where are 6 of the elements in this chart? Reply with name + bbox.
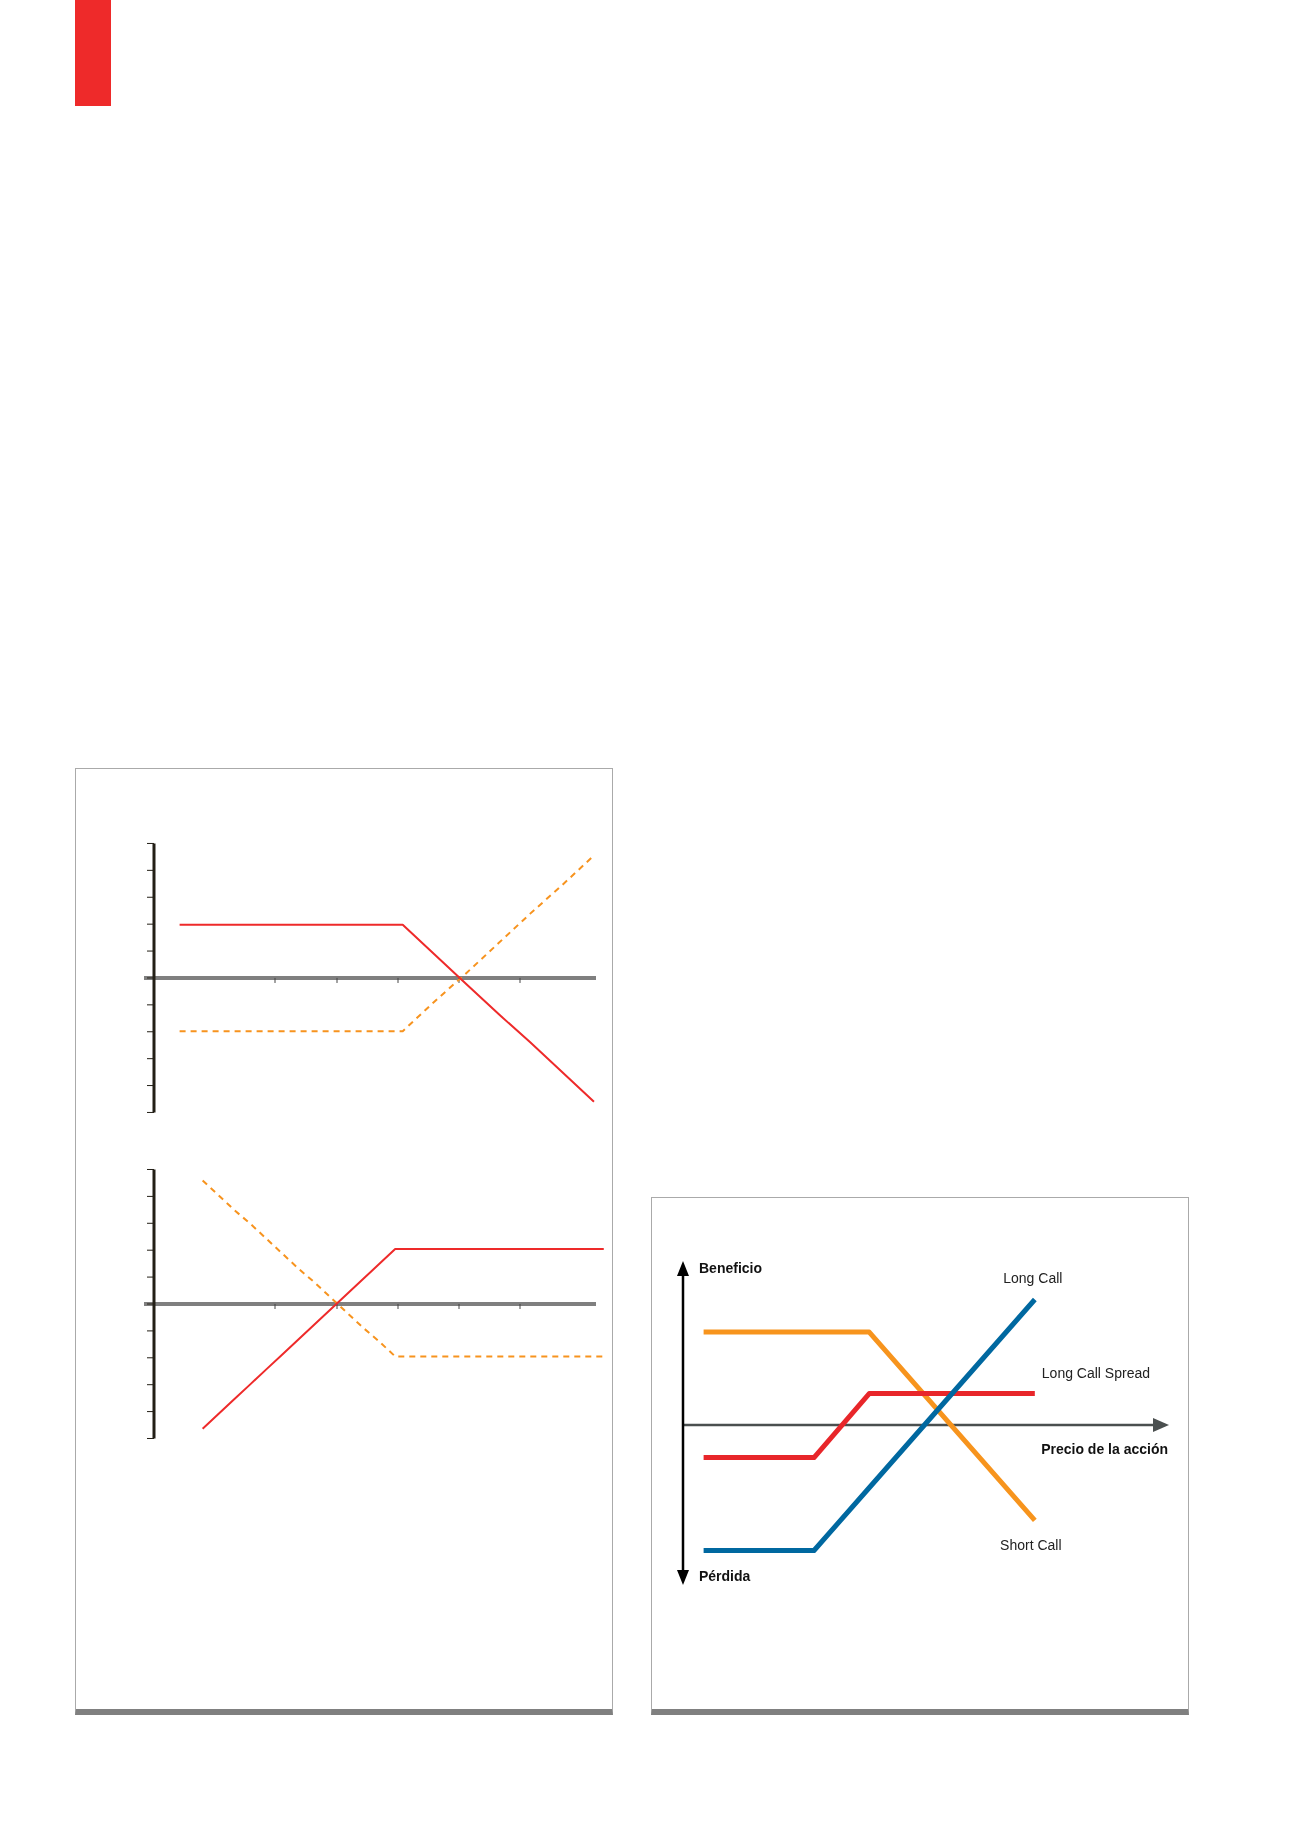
text: Pérdida	[699, 1567, 751, 1584]
series-label: Short Call	[1000, 1537, 1062, 1554]
x-axis-title: Precio de la acción	[1041, 1440, 1168, 1457]
series-label: Long Call	[1003, 1270, 1063, 1287]
text: Beneficio	[699, 1259, 763, 1276]
series-label: Long Call Spread	[1041, 1365, 1151, 1382]
